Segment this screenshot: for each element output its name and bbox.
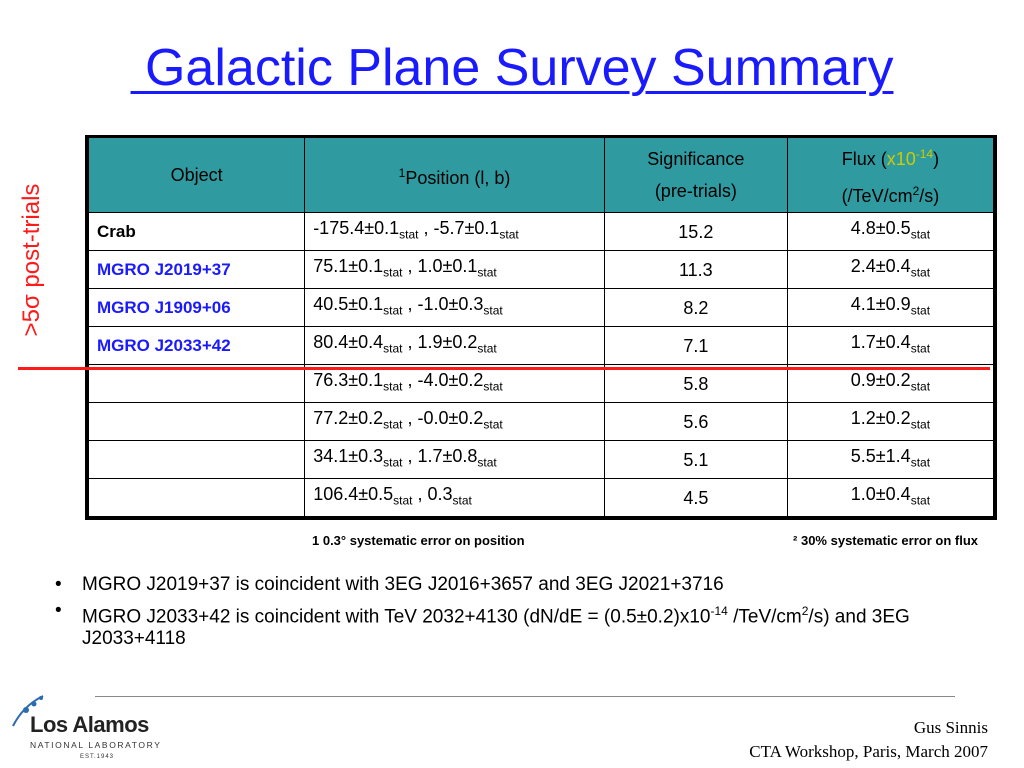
cell-significance: 5.8 bbox=[603, 364, 788, 403]
table-row: 76.3±0.1stat , -4.0±0.2stat 5.8 0.9±0.2sta… bbox=[87, 364, 995, 403]
header-flux: Flux (x10-14) (/TeV/cm2/s) bbox=[786, 137, 995, 213]
header-object: Object bbox=[87, 137, 306, 213]
footer-author: Gus Sinnis bbox=[913, 718, 988, 737]
cell-flux: 4.8±0.5stat bbox=[786, 212, 995, 251]
footer-event: CTA Workshop, Paris, March 2007 bbox=[749, 742, 988, 761]
cell-significance: 7.1 bbox=[603, 326, 788, 365]
header-significance: Significance (pre-trials) bbox=[603, 137, 788, 213]
logo-est: EST.1943 bbox=[80, 754, 115, 760]
post-trials-label: >5σ post-trials bbox=[18, 183, 45, 337]
cell-position: 76.3±0.1stat , -4.0±0.2stat bbox=[304, 364, 605, 403]
cell-flux: 1.2±0.2stat bbox=[786, 402, 995, 441]
cell-object bbox=[87, 478, 306, 517]
cell-significance: 8.2 bbox=[603, 288, 788, 327]
table-row: MGRO J1909+06 40.5±0.1stat , -1.0±0.3sta… bbox=[87, 288, 995, 327]
cell-significance: 5.1 bbox=[603, 440, 788, 479]
lanl-logo-icon bbox=[12, 695, 44, 727]
table-row: 77.2±0.2stat , -0.0±0.2stat 5.6 1.2±0.2sta… bbox=[87, 402, 995, 441]
cell-object: MGRO J2019+37 bbox=[87, 250, 306, 289]
cell-flux: 1.7±0.4stat bbox=[786, 326, 995, 365]
footnote-position: 1 0.3° systematic error on position bbox=[312, 533, 525, 548]
cell-significance: 4.5 bbox=[603, 478, 788, 517]
bullet-item: MGRO J2033+42 is coincident with TeV 203… bbox=[55, 600, 975, 650]
table-row: MGRO J2019+37 75.1±0.1stat , 1.0±0.1stat… bbox=[87, 250, 995, 289]
cell-object bbox=[87, 440, 306, 479]
table-header-row: Object 1Position (l, b) Significance (pre… bbox=[87, 137, 995, 213]
cell-position: -175.4±0.1stat , -5.7±0.1stat bbox=[304, 212, 605, 251]
header-position: 1Position (l, b) bbox=[304, 137, 605, 213]
cell-flux: 1.0±0.4stat bbox=[786, 478, 995, 517]
cell-position: 75.1±0.1stat , 1.0±0.1stat bbox=[304, 250, 605, 289]
cell-flux: 5.5±1.4stat bbox=[786, 440, 995, 479]
significance-threshold-line bbox=[18, 367, 990, 370]
bullet-list: MGRO J2019+37 is coincident with 3EG J20… bbox=[55, 574, 975, 654]
cell-significance: 15.2 bbox=[603, 212, 788, 251]
cell-flux: 4.1±0.9stat bbox=[786, 288, 995, 327]
cell-object: MGRO J1909+06 bbox=[87, 288, 306, 327]
table-row: 34.1±0.3stat , 1.7±0.8stat 5.1 5.5±1.4stat bbox=[87, 440, 995, 479]
cell-object: Crab bbox=[87, 212, 306, 251]
cell-position: 34.1±0.3stat , 1.7±0.8stat bbox=[304, 440, 605, 479]
cell-flux: 2.4±0.4stat bbox=[786, 250, 995, 289]
cell-object: MGRO J2033+42 bbox=[87, 326, 306, 365]
logo-name: Los Alamos bbox=[30, 712, 149, 737]
cell-significance: 5.6 bbox=[603, 402, 788, 441]
table-row: 106.4±0.5stat , 0.3stat 4.5 1.0±0.4stat bbox=[87, 478, 995, 517]
bullet-item: MGRO J2019+37 is coincident with 3EG J20… bbox=[55, 574, 975, 596]
cell-flux: 0.9±0.2stat bbox=[786, 364, 995, 403]
table-row: Crab -175.4±0.1stat , -5.7±0.1stat 15.2 4.8… bbox=[87, 212, 995, 251]
summary-table: Object 1Position (l, b) Significance (pre… bbox=[85, 135, 997, 520]
cell-object bbox=[87, 364, 306, 403]
footer-divider bbox=[95, 696, 955, 697]
cell-position: 40.5±0.1stat , -1.0±0.3stat bbox=[304, 288, 605, 327]
cell-position: 77.2±0.2stat , -0.0±0.2stat bbox=[304, 402, 605, 441]
cell-position: 106.4±0.5stat , 0.3stat bbox=[304, 478, 605, 517]
cell-object bbox=[87, 402, 306, 441]
logo-subtitle: NATIONAL LABORATORY bbox=[30, 740, 162, 750]
footnote-flux: ² 30% systematic error on flux bbox=[793, 533, 978, 548]
cell-significance: 11.3 bbox=[603, 250, 788, 289]
footer-credit: Gus Sinnis CTA Workshop, Paris, March 20… bbox=[749, 716, 988, 764]
slide-title: Galactic Plane Survey Summary bbox=[130, 39, 894, 97]
table-row: MGRO J2033+42 80.4±0.4stat , 1.9±0.2stat… bbox=[87, 326, 995, 365]
cell-position: 80.4±0.4stat , 1.9±0.2stat bbox=[304, 326, 605, 365]
